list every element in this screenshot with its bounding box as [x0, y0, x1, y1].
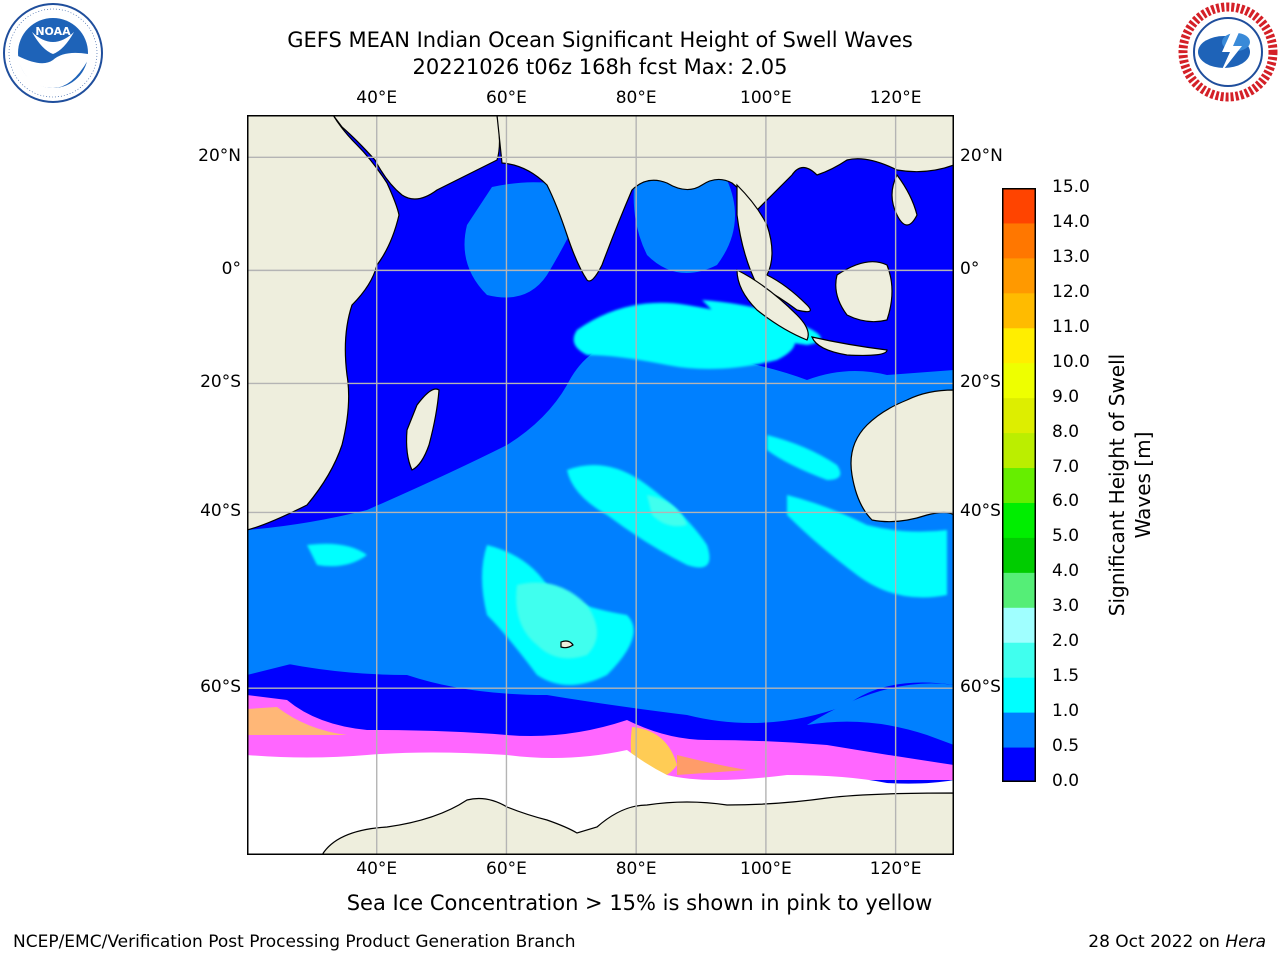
colorbar-segment: [1002, 433, 1036, 468]
lat-tick-label-right: 0°: [960, 259, 979, 279]
colorbar-segment: [1002, 468, 1036, 503]
colorbar-tick-label: 15.0: [1052, 177, 1090, 197]
colorbar: [1002, 188, 1036, 782]
colorbar-segment: [1002, 398, 1036, 433]
colorbar-tick-label: 11.0: [1052, 317, 1090, 337]
colorbar-segment: [1002, 258, 1036, 293]
noaa-logo: NOAA: [2, 2, 104, 104]
colorbar-tick-label: 1.5: [1052, 666, 1079, 686]
colorbar-segment: [1002, 188, 1036, 223]
colorbar-tick-label: 3.0: [1052, 596, 1079, 616]
colorbar-segment: [1002, 293, 1036, 328]
swell-height-map: [247, 115, 954, 855]
colorbar-tick-label: 14.0: [1052, 212, 1090, 232]
colorbar-segment: [1002, 223, 1036, 258]
colorbar-segment: [1002, 677, 1036, 712]
colorbar-title: Significant Height of Swell Waves [m]: [1104, 325, 1156, 645]
colorbar-segment: [1002, 572, 1036, 607]
colorbar-tick-label: 6.0: [1052, 491, 1079, 511]
lon-tick-label-top: 60°E: [466, 88, 546, 108]
colorbar-tick-label: 10.0: [1052, 352, 1090, 372]
colorbar-segment: [1002, 502, 1036, 537]
colorbar-tick-label: 2.0: [1052, 631, 1079, 651]
colorbar-tick-label: 1.0: [1052, 701, 1079, 721]
lat-tick-label-right: 60°S: [960, 677, 1001, 697]
colorbar-segment: [1002, 363, 1036, 398]
lon-tick-label-top: 100°E: [726, 88, 806, 108]
lon-tick-label-bottom: 60°E: [466, 859, 546, 879]
lon-tick-label-bottom: 80°E: [596, 859, 676, 879]
footer-date-text: 28 Oct 2022 on: [1088, 932, 1225, 952]
lat-tick-label-left: 20°N: [161, 146, 241, 166]
colorbar-segment: [1002, 328, 1036, 363]
lat-tick-label-right: 20°N: [960, 146, 1003, 166]
lon-tick-label-top: 120°E: [856, 88, 936, 108]
colorbar-segment: [1002, 712, 1036, 747]
colorbar-segment: [1002, 607, 1036, 642]
footer-date: 28 Oct 2022 on Hera: [1088, 932, 1266, 952]
lat-tick-label-left: 40°S: [161, 501, 241, 521]
colorbar-tick-label: 9.0: [1052, 387, 1079, 407]
footer-organization: NCEP/EMC/Verification Post Processing Pr…: [13, 932, 576, 952]
lon-tick-label-bottom: 40°E: [337, 859, 417, 879]
colorbar-tick-label: 0.5: [1052, 736, 1079, 756]
lat-tick-label-right: 40°S: [960, 501, 1001, 521]
colorbar-tick-label: 12.0: [1052, 282, 1090, 302]
colorbar-tick-label: 13.0: [1052, 247, 1090, 267]
noaa-logo-text: NOAA: [35, 25, 71, 38]
colorbar-tick-label: 7.0: [1052, 457, 1079, 477]
lat-tick-label-right: 20°S: [960, 372, 1001, 392]
sea-ice-caption: Sea Ice Concentration > 15% is shown in …: [247, 891, 1032, 915]
lon-tick-label-top: 80°E: [596, 88, 676, 108]
chart-subtitle: 20221026 t06z 168h fcst Max: 2.05: [200, 54, 1000, 80]
lon-tick-label-bottom: 100°E: [726, 859, 806, 879]
lon-tick-label-top: 40°E: [337, 88, 417, 108]
colorbar-tick-label: 0.0: [1052, 771, 1079, 791]
colorbar-title-line2: Waves [m]: [1130, 325, 1156, 645]
colorbar-title-line1: Significant Height of Swell: [1104, 325, 1130, 645]
lon-tick-label-bottom: 120°E: [856, 859, 936, 879]
lat-tick-label-left: 20°S: [161, 372, 241, 392]
colorbar-tick-label: 4.0: [1052, 561, 1079, 581]
nws-logo: [1178, 2, 1278, 102]
colorbar-tick-label: 8.0: [1052, 422, 1079, 442]
colorbar-segment: [1002, 537, 1036, 572]
chart-title: GEFS MEAN Indian Ocean Significant Heigh…: [200, 27, 1000, 53]
footer-host: Hera: [1225, 932, 1266, 952]
colorbar-tick-label: 5.0: [1052, 526, 1079, 546]
lat-tick-label-left: 0°: [161, 259, 241, 279]
lat-tick-label-left: 60°S: [161, 677, 241, 697]
colorbar-segment: [1002, 747, 1036, 782]
colorbar-segment: [1002, 642, 1036, 677]
